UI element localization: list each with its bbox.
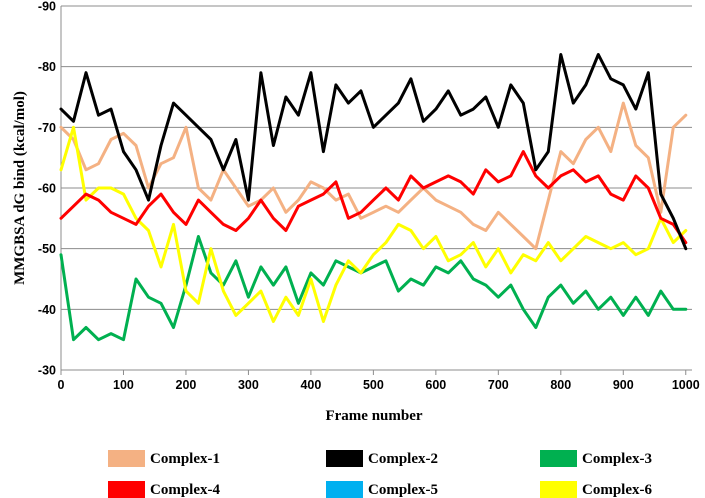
x-tick-labels: 0 100 200 300 400 500 600 700 800 900 1000 (58, 378, 700, 392)
x-tick-label-9: 900 (613, 378, 634, 392)
legend: Complex-1 Complex-2 Complex-3 Complex-4 Comp… (108, 450, 652, 498)
axes (60, 6, 687, 375)
x-tick-label-1: 100 (113, 378, 134, 392)
x-tick-label-4: 400 (300, 378, 321, 392)
legend-label-complex-2: Complex-2 (368, 451, 438, 467)
y-tick-label-4: -50 (38, 242, 56, 256)
x-tick-label-8: 800 (550, 378, 571, 392)
y-tick-label-3: -60 (38, 182, 56, 196)
legend-swatch-complex-2 (326, 450, 363, 467)
legend-label-complex-3: Complex-3 (582, 451, 652, 467)
legend-swatch-complex-6 (540, 481, 577, 498)
y-tick-labels: -90 -80 -70 -60 -50 -40 -30 (38, 0, 56, 378)
legend-label-complex-1: Complex-1 (150, 451, 220, 467)
legend-swatch-complex-3 (540, 450, 577, 467)
y-tick-label-0: -90 (38, 0, 56, 14)
legend-label-complex-4: Complex-4 (150, 482, 220, 498)
series-line-complex-6 (59, 125, 688, 323)
x-tick-label-3: 300 (238, 378, 259, 392)
x-tick-label-6: 600 (425, 378, 446, 392)
y-tick-label-2: -70 (38, 121, 56, 135)
x-tick-label-2: 200 (176, 378, 197, 392)
legend-label-complex-6: Complex-6 (582, 482, 652, 498)
y-tick-label-6: -30 (38, 364, 56, 378)
legend-swatch-complex-5 (326, 481, 363, 498)
x-tick-label-10: 1000 (672, 378, 700, 392)
x-tick-label-0: 0 (58, 378, 65, 392)
x-tick-label-5: 500 (363, 378, 384, 392)
y-tick-label-5: -40 (38, 303, 56, 317)
x-tick-label-7: 700 (488, 378, 509, 392)
series-line-complex-4 (59, 150, 688, 245)
legend-label-complex-5: Complex-5 (368, 482, 438, 498)
legend-swatch-complex-4 (108, 481, 145, 498)
y-axis-title: MMGBSA dG bind (kcal/mol) (12, 91, 28, 285)
x-axis-title: Frame number (325, 408, 422, 424)
y-tick-label-1: -80 (38, 60, 56, 74)
series-line-complex-1 (59, 101, 688, 251)
series-line-complex-2 (59, 53, 688, 251)
series-line-complex-3 (59, 235, 688, 342)
legend-swatch-complex-1 (108, 450, 145, 467)
series-lines (59, 53, 688, 342)
